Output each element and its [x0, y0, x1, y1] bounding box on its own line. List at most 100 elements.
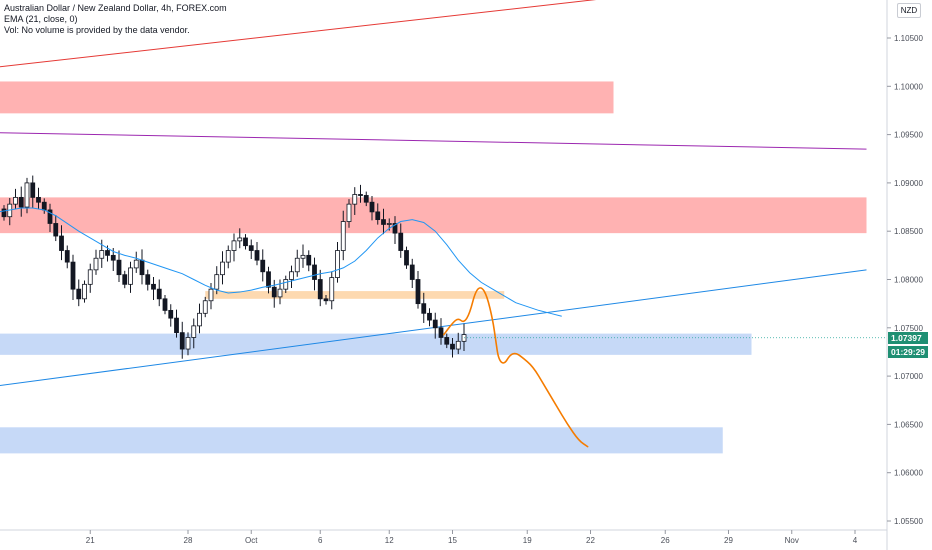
- candle: [243, 234, 248, 250]
- candle: [151, 276, 156, 300]
- candles-layer: [1, 175, 467, 359]
- candle: [392, 216, 398, 244]
- candle: [76, 279, 82, 307]
- candle-body-down: [415, 279, 421, 305]
- candle-body-up: [208, 288, 214, 302]
- candle: [82, 280, 87, 303]
- currency-badge[interactable]: NZD: [897, 3, 921, 18]
- candle: [168, 304, 174, 327]
- candle: [266, 266, 271, 294]
- candle-body-up: [329, 277, 335, 302]
- candle-body-up: [455, 340, 461, 350]
- candle: [404, 246, 409, 269]
- candle: [30, 175, 36, 209]
- candle-body-down: [398, 232, 404, 251]
- price-tick-label: 1.08000: [894, 276, 923, 285]
- ema-indicator-label[interactable]: EMA (21, close, 0): [4, 14, 78, 24]
- candle-body-down: [1, 208, 7, 218]
- candle-body-down: [421, 303, 427, 314]
- candle-body-down: [174, 317, 179, 334]
- top-trendline: [0, 0, 597, 68]
- candle: [271, 279, 277, 308]
- candle: [289, 265, 294, 289]
- candle-body-down: [36, 196, 41, 203]
- candle: [225, 245, 231, 269]
- candle-body-up: [202, 300, 208, 314]
- candle-body-up: [335, 250, 340, 278]
- candle: [231, 233, 237, 262]
- candle-body-up: [133, 259, 139, 269]
- candle-body-up: [346, 203, 352, 222]
- candle: [312, 257, 317, 291]
- candle-body-down: [404, 250, 409, 266]
- candle: [335, 242, 340, 283]
- purple-trendline: [0, 132, 867, 150]
- candle-body-down: [145, 274, 151, 285]
- candle: [13, 188, 18, 210]
- candle-body-down: [358, 194, 363, 196]
- candle-body-up: [386, 223, 392, 225]
- candle-body-down: [64, 250, 70, 263]
- price-tick-label: 1.07000: [894, 372, 923, 381]
- candle-body-down: [122, 274, 128, 285]
- trendlines-layer: [0, 0, 867, 387]
- candle-body-up: [237, 237, 243, 242]
- candle-body-down: [59, 235, 64, 251]
- candle-body-down: [432, 319, 438, 329]
- candle: [220, 251, 225, 285]
- candle: [93, 249, 99, 275]
- candle: [381, 208, 386, 235]
- candle-body-down: [179, 332, 185, 350]
- candle-body-down: [70, 261, 76, 290]
- projection-layer: [443, 287, 589, 448]
- candle: [36, 187, 41, 210]
- candle-body-down: [260, 259, 266, 273]
- candle-body-up: [214, 274, 220, 290]
- candle-body-down: [444, 337, 450, 345]
- projection-path: [443, 287, 589, 448]
- candle-body-up: [87, 269, 93, 285]
- zones-layer: [0, 81, 867, 454]
- ema-layer: [0, 207, 562, 317]
- pivot-zone: [205, 291, 505, 299]
- candle: [18, 186, 24, 217]
- blue-trendline: [0, 269, 867, 387]
- candle: [294, 249, 300, 277]
- candle: [1, 205, 7, 221]
- candle-body-up: [294, 257, 300, 273]
- candle-body-down: [162, 298, 168, 311]
- candle-body-down: [110, 254, 116, 261]
- candle: [248, 239, 254, 260]
- support-zone: [0, 333, 752, 355]
- candle: [300, 244, 306, 268]
- candle-body-down: [312, 264, 317, 280]
- candle-body-down: [450, 343, 455, 350]
- candle: [174, 309, 179, 338]
- candle: [398, 223, 404, 258]
- candle-body-down: [53, 223, 59, 237]
- price-tick-label: 1.09500: [894, 131, 923, 140]
- candle-body-up: [289, 271, 294, 280]
- symbol-title[interactable]: Australian Dollar / New Zealand Dollar, …: [4, 3, 227, 13]
- price-tick-label: 1.10500: [894, 34, 923, 43]
- candle: [116, 250, 122, 283]
- candle: [409, 258, 415, 289]
- time-tick-label: 26: [661, 536, 670, 545]
- candle-body-up: [128, 267, 133, 285]
- candle-body-up: [185, 337, 191, 350]
- candle-body-down: [427, 312, 432, 321]
- price-tick-label: 1.09000: [894, 179, 923, 188]
- candle: [162, 294, 168, 315]
- candle-body-down: [156, 288, 162, 300]
- volume-indicator-label[interactable]: Vol: No volume is provided by the data v…: [4, 25, 190, 35]
- candle-body-up: [283, 279, 289, 290]
- candle-body-down: [168, 310, 174, 319]
- candle: [329, 271, 335, 310]
- candle-body-down: [306, 254, 312, 266]
- support-zone: [0, 427, 723, 454]
- candle-body-up: [13, 196, 18, 205]
- candle: [346, 199, 352, 228]
- time-tick-label: 12: [385, 536, 394, 545]
